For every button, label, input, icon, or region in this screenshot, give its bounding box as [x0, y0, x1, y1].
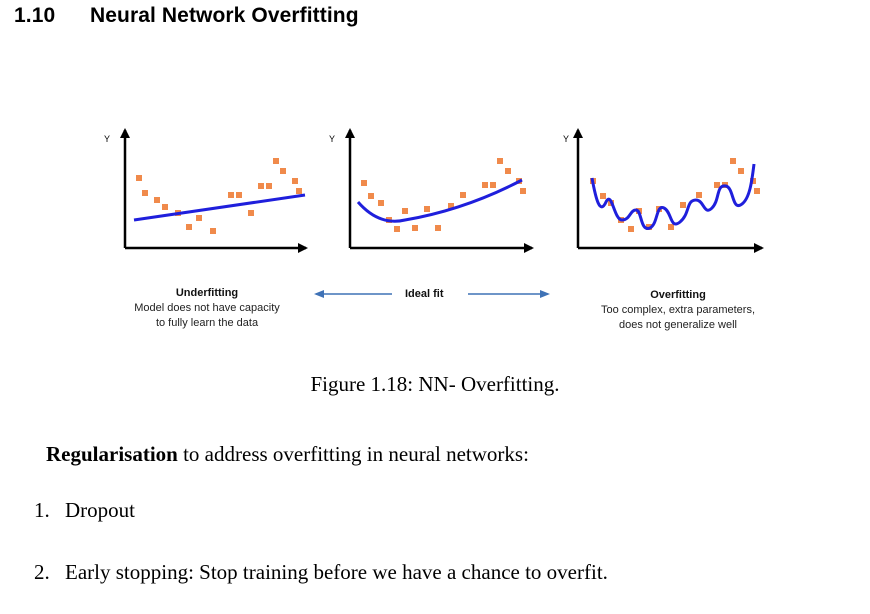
figure-caption: Figure 1.18: NN- Overfitting. — [310, 372, 560, 396]
ideal-fit-label: Ideal fit — [405, 288, 444, 300]
figure-overfitting: Y Y Y Underfitting Model does not have c… — [0, 120, 870, 350]
panel-overfitting — [573, 128, 764, 253]
y-axis-label: Y — [329, 134, 336, 144]
list-item: 1. Dropout — [34, 498, 135, 523]
panel-underfitting — [120, 128, 308, 253]
underfitting-title: Underfitting — [175, 287, 239, 299]
fit-curve — [590, 163, 756, 230]
section-title: Neural Network Overfitting — [90, 4, 359, 27]
underfitting-label: Underfitting Model does not have capacit… — [100, 286, 314, 331]
y-axis-label: Y — [104, 134, 111, 144]
data-points — [136, 158, 302, 234]
y-axis-label: Y — [563, 134, 570, 144]
list-number: 1. — [34, 498, 50, 522]
list-text: Early stopping: Stop training before we … — [65, 560, 608, 584]
data-points — [590, 158, 760, 232]
underfitting-desc-line1: Model does not have capacity — [134, 302, 280, 314]
regularisation-paragraph: Regularisation to address overfitting in… — [46, 442, 529, 467]
list-text: Dropout — [65, 498, 135, 522]
underfitting-desc-line2: to fully learn the data — [155, 317, 259, 329]
section-heading: 1.10 Neural Network Overfitting — [14, 4, 359, 28]
overfitting-desc-line1: Too complex, extra parameters, — [600, 304, 756, 316]
list-number: 2. — [34, 560, 50, 584]
overfitting-desc-line2: does not generalize well — [618, 319, 738, 331]
fit-line — [133, 193, 306, 222]
section-number: 1.10 — [14, 4, 56, 27]
figure-illustration — [120, 128, 764, 298]
overfitting-label: Overfitting Too complex, extra parameter… — [568, 288, 788, 333]
list-item: 2. Early stopping: Stop training before w… — [34, 560, 608, 585]
panel-ideal-fit — [345, 128, 534, 253]
regularisation-term: Regularisation — [46, 442, 178, 466]
fit-curve — [356, 178, 523, 223]
overfitting-title: Overfitting — [650, 289, 706, 301]
regularisation-text: to address overfitting in neural network… — [177, 442, 529, 466]
